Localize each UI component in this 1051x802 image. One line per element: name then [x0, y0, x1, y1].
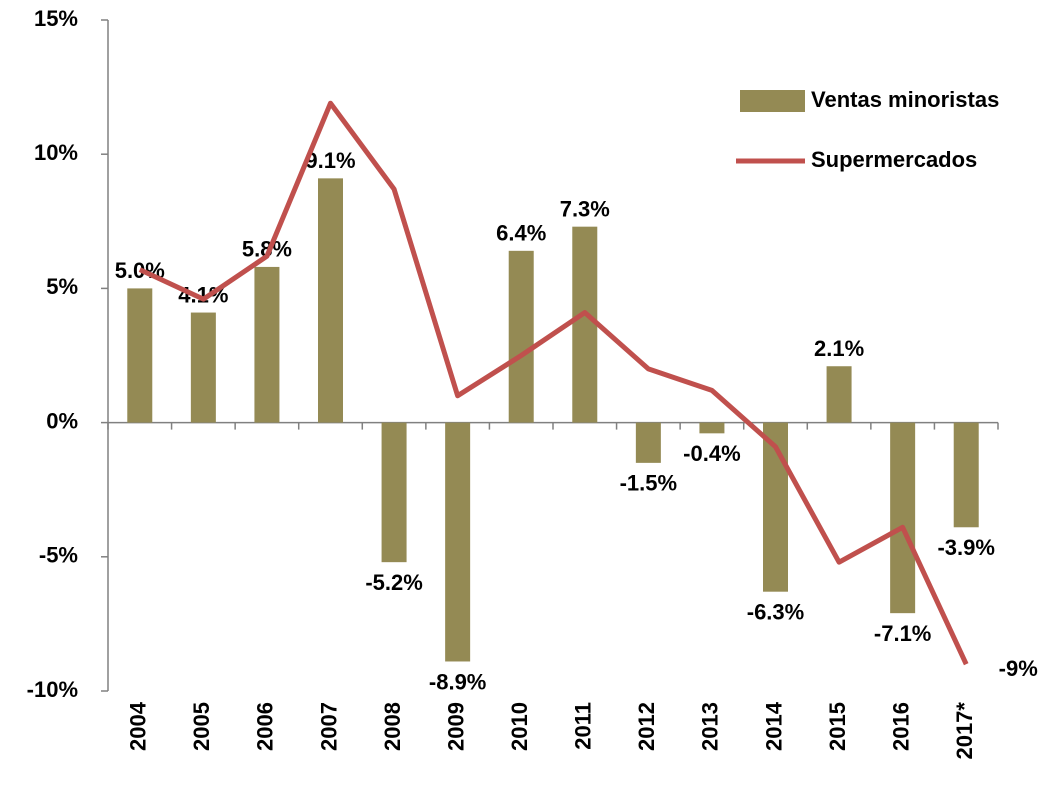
bar-label: -0.4% [683, 441, 740, 466]
bar-label: 2.1% [814, 336, 864, 361]
x-tick-label: 2015 [825, 702, 850, 751]
x-tick-label: 2013 [698, 702, 723, 751]
x-tick-label: 2004 [126, 701, 151, 751]
bar [254, 266, 280, 423]
x-tick-label: 2005 [189, 702, 214, 751]
x-tick-label: 2007 [316, 702, 341, 751]
legend-swatch [740, 90, 805, 112]
x-tick-label: 2014 [761, 701, 786, 751]
bar [381, 422, 407, 563]
y-tick-label: 5% [46, 274, 78, 299]
bar [572, 226, 598, 423]
bar-label: -6.3% [747, 600, 804, 625]
x-tick-label: 2009 [443, 702, 468, 751]
bar-label: -1.5% [620, 471, 677, 496]
y-tick-label: 10% [34, 140, 78, 165]
bar [953, 422, 979, 528]
legend-label: Ventas minoristas [811, 87, 999, 112]
line [138, 100, 969, 666]
bar [508, 250, 534, 423]
x-tick-label: 2008 [380, 702, 405, 751]
x-tick-label: 2012 [634, 702, 659, 751]
legend-label: Supermercados [811, 147, 977, 172]
line-label: -9% [999, 656, 1038, 681]
y-tick-label: -5% [39, 543, 78, 568]
bar-label: -8.9% [429, 669, 486, 694]
bar-label: 9.1% [305, 148, 355, 173]
bar-label: -3.9% [937, 535, 994, 560]
y-tick-label: 0% [46, 408, 78, 433]
bar [127, 288, 153, 423]
bar [318, 178, 343, 423]
x-tick-label: 2017* [952, 702, 977, 760]
bar-label: -7.1% [874, 621, 931, 646]
y-tick-label: 15% [34, 6, 78, 31]
bar [445, 422, 471, 662]
bar [635, 422, 661, 463]
bar-label: 7.3% [560, 196, 610, 221]
bar [826, 366, 852, 423]
x-tick-label: 2006 [253, 702, 278, 751]
bar [699, 422, 725, 434]
bar-label: -5.2% [365, 570, 422, 595]
x-tick-label: 2016 [888, 702, 913, 751]
bar [190, 312, 216, 423]
y-tick-label: -10% [27, 677, 78, 702]
bar [890, 422, 916, 614]
x-tick-label: 2011 [571, 702, 596, 750]
bar-label: 6.4% [496, 221, 546, 246]
x-tick-label: 2010 [507, 702, 532, 751]
